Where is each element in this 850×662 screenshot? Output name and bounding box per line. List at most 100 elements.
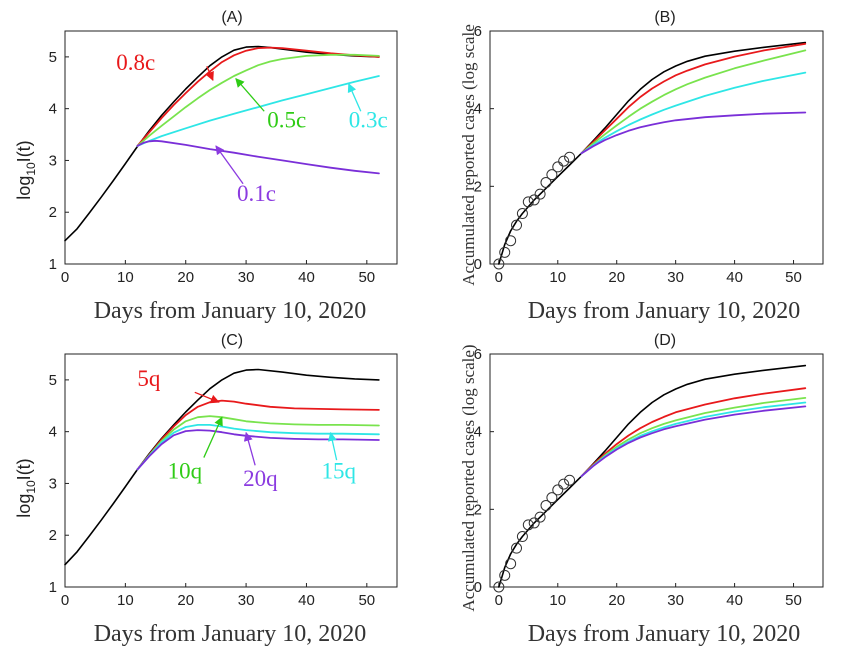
y-tick-label: 4	[49, 101, 57, 118]
observed-point	[493, 258, 505, 270]
series-line-1	[580, 387, 807, 478]
y-axis-label: log10I(t)	[14, 140, 38, 199]
annotation-label: 15q	[322, 458, 357, 483]
panel-title: (A)	[221, 9, 242, 26]
x-tick-label: 50	[785, 592, 802, 609]
x-tick-label: 40	[298, 592, 315, 609]
observed-point	[511, 219, 523, 231]
observed-point	[540, 176, 552, 188]
panel-title: (C)	[221, 332, 243, 349]
observed-point	[534, 511, 546, 523]
observed-point	[546, 492, 558, 504]
y-tick-label: 6	[474, 23, 482, 40]
y-tick-label: 5	[49, 49, 57, 66]
panel-c: (C) log10I(t) Days from January 10, 2020…	[14, 332, 398, 647]
y-axis-label-rest: I(t)	[14, 140, 34, 162]
x-tick-label: 30	[238, 592, 255, 609]
x-tick-label: 50	[358, 592, 375, 609]
annotation-label: 20q	[243, 466, 278, 491]
x-axis-label: Days from January 10, 2020	[94, 621, 367, 647]
y-tick-label: 4	[49, 424, 57, 441]
x-tick-label: 0	[495, 269, 503, 286]
x-tick-label: 10	[549, 592, 566, 609]
x-tick-label: 10	[549, 269, 566, 286]
x-tick-label: 20	[177, 269, 194, 286]
observed-point	[516, 531, 528, 543]
annotation-arrow	[205, 65, 214, 82]
series-line-2	[580, 396, 807, 478]
annotation-label: 0.1c	[237, 181, 276, 206]
y-axis-label-main: log	[14, 176, 34, 200]
plot-frame	[489, 30, 824, 265]
panel-title: (D)	[654, 332, 676, 349]
x-tick-label: 20	[177, 592, 194, 609]
observed-point	[540, 499, 552, 511]
y-tick-label: 0	[474, 579, 482, 596]
series-line-0	[64, 368, 380, 566]
annotation-arrow	[235, 77, 265, 112]
observed-point	[546, 169, 558, 181]
annotation-arrow	[243, 431, 256, 466]
x-tick-label: 0	[61, 269, 69, 286]
y-tick-label: 2	[49, 527, 57, 544]
y-axis-label: Accumulated reported cases (log scale	[459, 24, 478, 286]
series-line-1	[580, 42, 807, 155]
observed-point	[528, 517, 540, 529]
annotation-arrow	[194, 391, 220, 404]
observed-point	[505, 558, 517, 570]
series-line-0	[64, 45, 380, 242]
y-tick-label: 2	[49, 204, 57, 221]
x-tick-label: 50	[358, 269, 375, 286]
series-line-2	[580, 49, 807, 155]
x-axis-label: Days from January 10, 2020	[94, 298, 367, 324]
plot-frame	[64, 353, 398, 588]
x-tick-label: 40	[298, 269, 315, 286]
x-axis-label: Days from January 10, 2020	[528, 621, 801, 647]
y-tick-label: 1	[49, 579, 57, 596]
series-line-4	[136, 429, 380, 471]
plot-frame	[489, 353, 824, 588]
annotation-arrow	[215, 145, 244, 185]
series-line-3	[136, 75, 380, 147]
observed-point	[499, 246, 511, 258]
series-line-4	[580, 111, 807, 155]
series-line-4	[580, 405, 807, 478]
observed-point	[516, 208, 528, 220]
x-tick-label: 40	[726, 269, 743, 286]
y-tick-label: 3	[49, 152, 57, 169]
svg-text:log10I(t): log10I(t)	[14, 458, 38, 517]
series-line-0	[497, 364, 807, 588]
series-line-4	[136, 139, 380, 175]
panel-b: (B) Accumulated reported cases (log scal…	[459, 9, 824, 324]
observed-point	[522, 196, 534, 208]
panel-a: (A) log10I(t) Days from January 10, 2020…	[14, 9, 398, 324]
observed-point	[552, 484, 564, 496]
annotation-arrow	[347, 82, 362, 112]
observed-point	[564, 151, 576, 163]
y-tick-label: 4	[474, 101, 482, 118]
panel-d: (D) Accumulated reported cases (log scal…	[459, 332, 824, 647]
panel-title: (B)	[654, 9, 675, 26]
observed-point	[552, 161, 564, 173]
y-axis-label: Accumulated reported cases (log scale)	[459, 344, 478, 611]
annotation-label: 10q	[168, 458, 203, 483]
series-line-2	[136, 53, 380, 147]
observed-point	[528, 194, 540, 206]
x-tick-label: 30	[667, 592, 684, 609]
observed-point	[499, 569, 511, 581]
annotation-label: 0.5c	[267, 107, 306, 132]
y-axis-label-subscript: 10	[24, 480, 38, 494]
y-tick-label: 4	[474, 424, 482, 441]
observed-point	[558, 478, 570, 490]
series-line-1	[136, 399, 380, 471]
y-axis-label: log10I(t)	[14, 458, 38, 517]
annotation-label: 5q	[137, 366, 161, 391]
x-tick-label: 10	[117, 269, 134, 286]
x-tick-label: 0	[495, 592, 503, 609]
y-axis-label-main: log	[14, 494, 34, 518]
y-tick-label: 2	[474, 178, 482, 195]
x-tick-label: 30	[238, 269, 255, 286]
y-tick-label: 5	[49, 372, 57, 389]
x-tick-label: 10	[117, 592, 134, 609]
